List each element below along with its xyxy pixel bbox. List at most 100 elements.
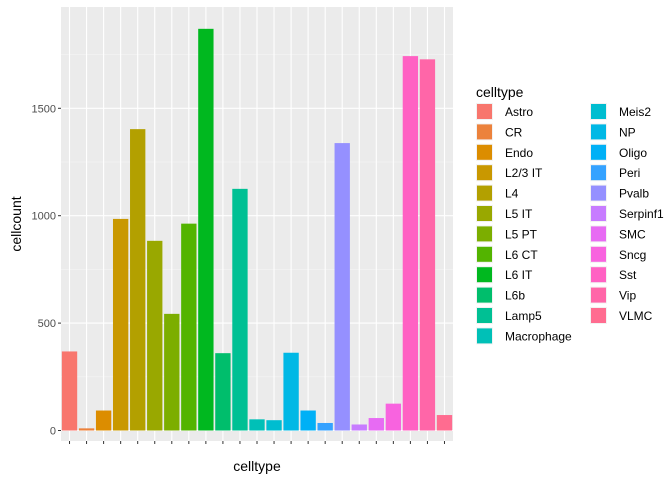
legend-item: L6b [476, 286, 525, 304]
legend-swatch [591, 308, 606, 323]
bar-serpinf1 [351, 424, 367, 431]
legend-item: Pvalb [590, 184, 649, 202]
legend-label: Sst [619, 268, 637, 282]
legend: Astro CR Endo L2/3 IT L4 L5 IT L5 PT L6 CT L6 IT… [476, 103, 664, 345]
legend-item: Serpinf1 [590, 205, 664, 222]
legend-swatch [477, 226, 492, 242]
bar-lamp5 [232, 188, 248, 431]
x-axis-title: celltype [233, 458, 281, 474]
legend-item: SMC [590, 225, 646, 243]
legend-item: NP [590, 123, 636, 141]
bar-l4 [130, 129, 146, 431]
y-axis-title: cellcount [8, 196, 24, 251]
legend-item: Lamp5 [476, 307, 542, 324]
legend-item: L5 PT [476, 225, 538, 243]
legend-label: Sncg [619, 248, 646, 262]
legend-swatch [591, 104, 606, 119]
legend-swatch [591, 287, 606, 303]
bar-sst [402, 56, 419, 431]
legend-label: L4 [505, 187, 519, 201]
legend-item: Vip [590, 286, 636, 304]
bar-vlmc [436, 415, 453, 431]
bar-macrophage [249, 419, 265, 431]
legend-swatch [477, 206, 492, 221]
legend-item: Astro [476, 103, 533, 120]
legend-item: Endo [476, 143, 533, 161]
bar-l5-it [147, 240, 163, 431]
bar-l6-it [198, 28, 214, 431]
bar-smc [368, 418, 384, 431]
legend-swatch [477, 165, 492, 181]
legend-swatch [477, 308, 492, 323]
legend-label: L6b [505, 289, 525, 303]
y-axis: 0 500 1000 1500 [32, 103, 61, 438]
legend-swatch [477, 124, 492, 140]
bar-np [283, 352, 299, 431]
legend-swatch [591, 124, 606, 140]
legend-label: Oligo [619, 146, 647, 160]
legend-label: CR [505, 125, 523, 139]
legend-item: L5 IT [476, 205, 533, 222]
legend-label: Vip [619, 289, 636, 303]
legend-label: Astro [505, 105, 533, 119]
legend-swatch [477, 104, 492, 119]
legend-label: Endo [505, 146, 533, 160]
legend-swatch [591, 165, 606, 181]
y-tick-label: 1000 [32, 211, 56, 223]
legend-item: L6 IT [476, 266, 533, 284]
y-tick-label: 500 [38, 318, 56, 330]
legend-swatch [591, 226, 606, 242]
legend-item: L6 CT [476, 245, 538, 263]
legend-swatch [477, 144, 492, 160]
bar-series [61, 28, 453, 431]
legend-item: Oligo [590, 143, 647, 161]
legend-swatch [477, 287, 492, 303]
legend-swatch [591, 206, 606, 221]
legend-label: L5 PT [505, 227, 538, 241]
bar-meis2 [266, 420, 282, 431]
legend-item: Meis2 [590, 103, 651, 120]
legend-item: L2/3 IT [476, 164, 543, 182]
bar-oligo [300, 410, 316, 431]
bar-l5-pt [164, 313, 180, 431]
bar-pvalb [334, 143, 350, 431]
legend-swatch [477, 328, 492, 344]
legend-item: VLMC [590, 307, 653, 324]
x-axis [69, 441, 445, 444]
legend-item: L4 [476, 184, 519, 202]
bar-sncg [385, 403, 402, 431]
bar-astro [61, 351, 78, 431]
legend-swatch [477, 267, 492, 283]
legend-label: Pvalb [619, 187, 649, 201]
legend-swatch [591, 185, 606, 201]
legend-swatch [477, 185, 492, 201]
legend-label: VLMC [619, 309, 653, 323]
legend-swatch [591, 267, 606, 283]
legend-label: NP [619, 125, 636, 139]
bar-peri [317, 422, 333, 431]
legend-label: SMC [619, 227, 646, 241]
bar-vip [419, 59, 436, 431]
y-tick-label: 0 [50, 426, 56, 438]
legend-item: Sncg [590, 245, 646, 263]
legend-label: L5 IT [505, 207, 533, 221]
legend-label: Serpinf1 [619, 207, 664, 221]
legend-item: Macrophage [476, 327, 572, 345]
major-gridlines [61, 7, 453, 441]
legend-item: Peri [590, 164, 640, 182]
bar-l2-3-it [112, 218, 129, 431]
legend-label: Macrophage [505, 329, 572, 343]
legend-swatch [477, 246, 492, 262]
legend-label: L2/3 IT [505, 166, 543, 180]
legend-title: celltype [476, 84, 524, 100]
y-tick-label: 1500 [32, 103, 56, 115]
legend-swatch [591, 246, 606, 262]
bar-endo [95, 410, 112, 431]
legend-label: L6 CT [505, 248, 538, 262]
bar-l6b [215, 353, 231, 431]
legend-label: Meis2 [619, 105, 651, 119]
legend-label: Peri [619, 166, 640, 180]
legend-item: CR [476, 123, 523, 141]
legend-swatch [591, 144, 606, 160]
